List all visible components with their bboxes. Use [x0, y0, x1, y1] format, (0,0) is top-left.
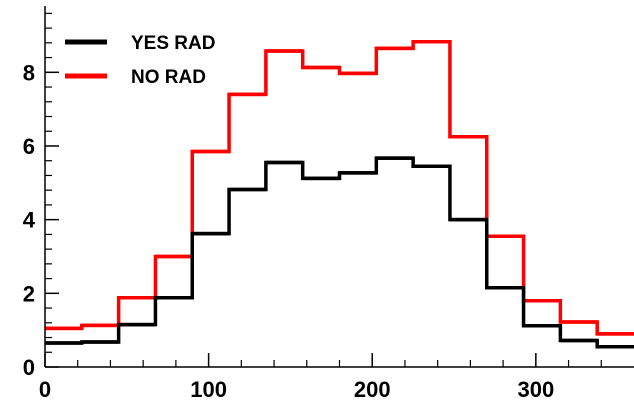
x-tick-label: 200 — [354, 377, 391, 402]
legend: YES RAD NO RAD — [65, 33, 215, 88]
series-yes-rad — [45, 156, 634, 349]
x-tick-label: 100 — [190, 377, 227, 402]
legend-label: NO RAD — [131, 67, 206, 88]
y-tick-label: 2 — [23, 281, 35, 306]
y-tick-label: 6 — [23, 134, 35, 159]
y-tick-label: 0 — [23, 355, 35, 380]
y-tick-label: 4 — [23, 208, 36, 233]
legend-label: YES RAD — [131, 33, 215, 54]
x-tick-label: 0 — [39, 377, 51, 402]
series-layer — [45, 39, 634, 349]
histogram-outline — [45, 156, 634, 349]
ticks-layer: 0 2 4 6 8 0 100 200 300 — [23, 12, 602, 402]
x-tick-label: 300 — [517, 377, 554, 402]
y-tick-label: 8 — [23, 60, 35, 85]
